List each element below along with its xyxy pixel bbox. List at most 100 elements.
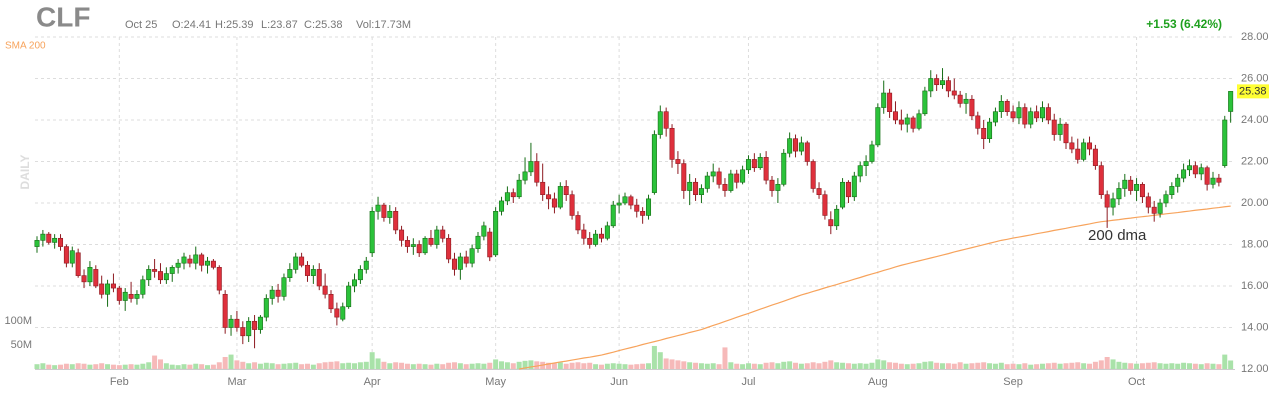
candle-body: [481, 225, 487, 237]
volume-bar: [387, 363, 393, 369]
volume-bar: [52, 365, 58, 369]
volume-bar: [287, 363, 293, 369]
candle-body: [52, 237, 58, 243]
volume-bar: [363, 361, 369, 369]
y-tick-label: 12.00: [1241, 363, 1269, 375]
volume-bar: [587, 362, 593, 369]
candle-body: [1222, 119, 1228, 166]
volume-bar: [1022, 363, 1028, 369]
volume-bar: [1116, 361, 1122, 369]
volume-bar: [416, 363, 422, 369]
y-tick-label: 22.00: [1241, 155, 1269, 167]
candle-body: [604, 225, 610, 239]
volume-bar: [46, 364, 52, 369]
y-tick-label: 18.00: [1241, 238, 1269, 250]
candle-body: [863, 161, 869, 166]
volume-bar: [216, 362, 222, 369]
volume-bar: [569, 362, 575, 369]
volume-bar: [140, 363, 146, 369]
volume-bar: [328, 361, 334, 369]
volume-bar: [128, 364, 134, 369]
volume-bar: [604, 363, 610, 369]
volume-bar: [451, 362, 457, 369]
candle-body: [46, 233, 52, 243]
candle-body: [310, 269, 316, 276]
volume-bar: [1063, 363, 1069, 369]
volume-bar: [1151, 362, 1157, 369]
volume-bar: [945, 363, 951, 369]
volume-bar: [892, 362, 898, 369]
candle-body: [216, 267, 222, 291]
candle-body: [951, 90, 957, 96]
candle-body: [1204, 167, 1210, 185]
volume-bar: [1192, 363, 1198, 369]
y-tick-label: 20.00: [1241, 197, 1269, 209]
volume-bar: [969, 363, 975, 369]
candle-body: [1104, 194, 1110, 208]
volume-bar: [187, 364, 193, 369]
volume-bar: [1175, 363, 1181, 369]
candle-body: [1063, 123, 1069, 144]
volume-bar: [487, 362, 493, 369]
volume-bar: [499, 361, 505, 369]
candle-body: [340, 306, 346, 320]
candle-body: [669, 128, 675, 160]
candle-body: [252, 320, 258, 330]
candle-body: [922, 90, 928, 115]
candle-body: [487, 231, 493, 258]
candle-body: [569, 194, 575, 216]
candle-body: [957, 94, 963, 104]
volume-bar: [757, 364, 763, 369]
candle-body: [1075, 148, 1081, 160]
volume-bar: [751, 363, 757, 369]
candle-body: [875, 107, 881, 146]
volume-bar: [663, 358, 669, 369]
volume-bar: [581, 363, 587, 369]
y-tick-label: 16.00: [1241, 280, 1269, 292]
volume-bar: [422, 364, 428, 369]
candle-body: [1028, 111, 1034, 125]
candle-body: [869, 144, 875, 162]
volume-bar: [99, 363, 105, 369]
candle-body: [834, 208, 840, 227]
volume-bar: [122, 364, 128, 369]
candle-body: [257, 316, 263, 330]
candle-body: [1151, 206, 1157, 214]
candle-body: [593, 233, 599, 245]
volume-bar: [105, 364, 111, 369]
volume-bar: [340, 363, 346, 369]
volume-bar: [175, 365, 181, 369]
volume-bar: [504, 362, 510, 369]
x-tick-label: Oct: [1128, 376, 1145, 388]
volume-bar: [263, 362, 269, 369]
candle-body: [745, 159, 751, 171]
candle-body: [998, 101, 1004, 112]
candle-body: [651, 134, 657, 193]
candle-body: [1122, 179, 1128, 189]
volume-bar: [116, 365, 122, 369]
volume-bar: [840, 362, 846, 369]
volume-bar: [928, 361, 934, 369]
volume-bar: [710, 363, 716, 369]
x-tick-label: Mar: [227, 376, 246, 388]
volume-bar: [975, 362, 981, 369]
low: L:23.87: [261, 19, 298, 31]
candle-body: [334, 308, 340, 318]
candle-body: [963, 98, 969, 104]
volume-bar: [1210, 363, 1216, 369]
candle-body: [410, 244, 416, 247]
candle-body: [387, 211, 393, 218]
candle-body: [693, 181, 699, 195]
volume-bar: [610, 363, 616, 369]
y-tick-label: 28.00: [1241, 31, 1269, 43]
volume-bar: [528, 360, 534, 369]
candle-body: [1210, 177, 1216, 185]
volume-bar: [563, 363, 569, 369]
candle-body: [422, 237, 428, 254]
candle-body: [1175, 177, 1181, 187]
candle-body: [551, 198, 557, 208]
candle-body: [1016, 107, 1022, 119]
candle-body: [793, 138, 799, 152]
volume-bar: [863, 363, 869, 369]
candle-body: [587, 237, 593, 245]
